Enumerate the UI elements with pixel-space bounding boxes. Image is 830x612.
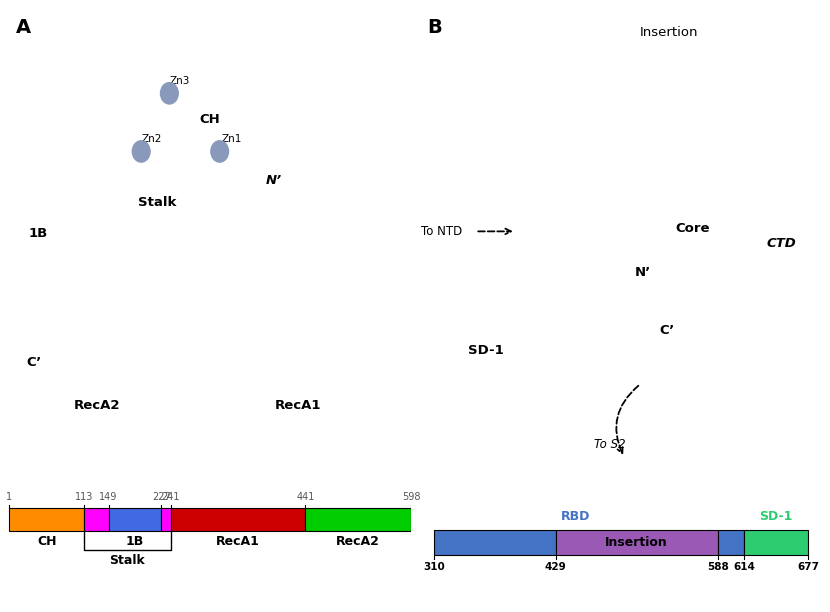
Text: N’: N’ — [266, 174, 282, 187]
Text: CH: CH — [37, 536, 56, 548]
Circle shape — [132, 141, 150, 162]
Text: 1: 1 — [6, 493, 12, 502]
Text: Stalk: Stalk — [138, 196, 177, 209]
Text: To S2: To S2 — [594, 438, 626, 451]
Text: A: A — [17, 18, 32, 37]
Text: CH: CH — [199, 113, 220, 127]
Bar — [9, 507, 85, 531]
Text: Zn2: Zn2 — [141, 135, 162, 144]
Text: 441: 441 — [296, 493, 315, 502]
Text: 1B: 1B — [29, 227, 48, 241]
Text: C’: C’ — [659, 324, 674, 337]
Text: 614: 614 — [733, 562, 755, 572]
Text: 588: 588 — [707, 562, 729, 572]
Bar — [555, 530, 718, 556]
Text: 227: 227 — [152, 493, 170, 502]
Text: CTD: CTD — [767, 237, 796, 250]
Bar — [718, 530, 745, 556]
Text: RecA2: RecA2 — [336, 536, 379, 548]
Text: 113: 113 — [76, 493, 94, 502]
Text: Zn3: Zn3 — [169, 76, 189, 86]
Text: Insertion: Insertion — [639, 26, 698, 39]
Text: N’: N’ — [634, 266, 651, 279]
Text: RecA1: RecA1 — [275, 399, 321, 412]
Bar — [161, 507, 171, 531]
Text: RecA2: RecA2 — [74, 399, 120, 412]
Text: 310: 310 — [423, 562, 445, 572]
Text: SD-1: SD-1 — [759, 510, 793, 523]
Text: Core: Core — [676, 222, 710, 236]
Text: 149: 149 — [100, 493, 118, 502]
Text: 1B: 1B — [126, 536, 144, 548]
Text: Zn1: Zn1 — [222, 135, 242, 144]
Bar — [434, 530, 555, 556]
Circle shape — [160, 83, 178, 104]
Text: RBD: RBD — [561, 510, 591, 523]
Bar — [745, 530, 808, 556]
Bar — [171, 507, 305, 531]
Circle shape — [211, 141, 228, 162]
Text: SD-1: SD-1 — [467, 343, 503, 357]
Bar — [109, 507, 161, 531]
Text: To NTD: To NTD — [421, 225, 461, 238]
Bar — [85, 507, 109, 531]
Text: 241: 241 — [161, 493, 180, 502]
Text: Insertion: Insertion — [605, 536, 667, 550]
Text: 598: 598 — [402, 493, 420, 502]
Text: B: B — [427, 18, 442, 37]
Text: RecA1: RecA1 — [216, 536, 260, 548]
Text: 429: 429 — [544, 562, 567, 572]
Text: Stalk: Stalk — [110, 554, 145, 567]
Text: C’: C’ — [27, 356, 42, 368]
Bar — [305, 507, 411, 531]
Text: 677: 677 — [798, 562, 819, 572]
